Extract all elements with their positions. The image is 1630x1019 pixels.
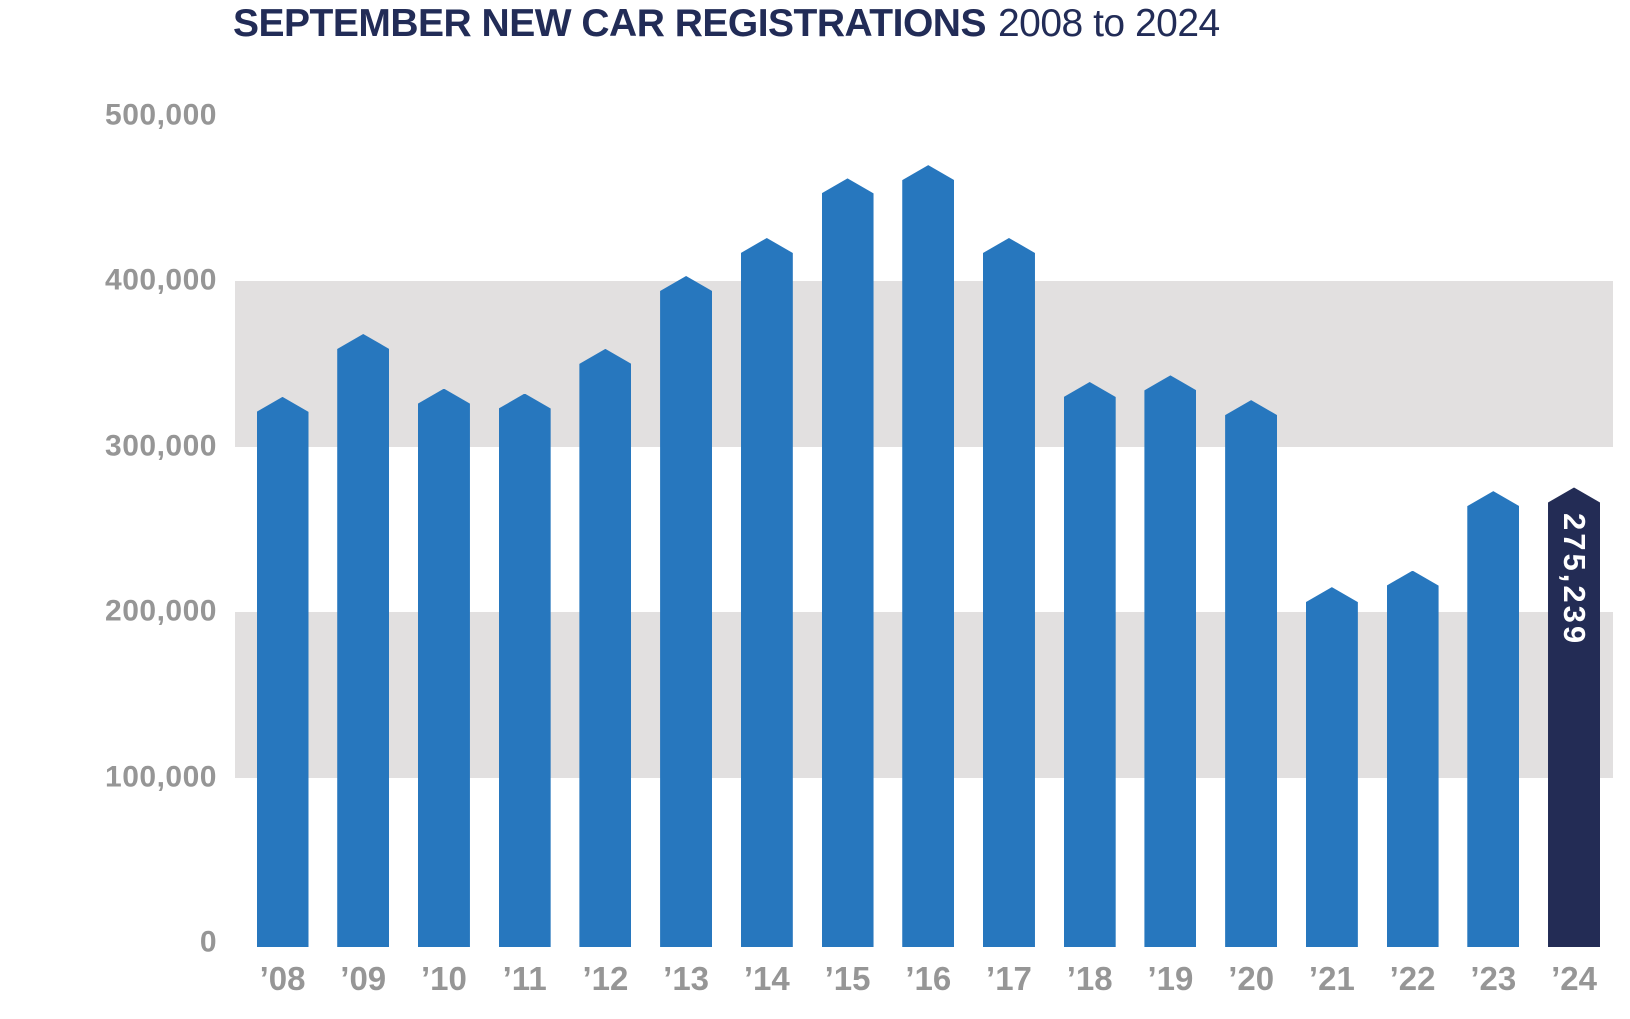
bar-2024-highlight: 275,239: [1548, 487, 1601, 947]
bar-18: [1063, 381, 1116, 947]
x-tick-label-19: ’19: [1147, 960, 1194, 997]
bar-14: [740, 237, 793, 947]
bar-12: [579, 348, 632, 947]
x-tick-label-08: ’08: [259, 960, 306, 997]
chart-title-main: SEPTEMBER NEW CAR REGISTRATIONS: [233, 2, 986, 45]
bar-13: [660, 276, 713, 947]
bar-09: [337, 333, 390, 947]
chart-title-suffix: 2008 to 2024: [997, 2, 1220, 45]
x-tick-label-13: ’13: [663, 960, 710, 997]
bar-11: [498, 393, 551, 947]
x-tick-label-21: ’21: [1308, 960, 1355, 997]
bar-16: [902, 165, 955, 947]
bar-21: [1305, 587, 1358, 947]
bar-23: [1467, 491, 1520, 947]
x-tick-label-20: ’20: [1228, 960, 1275, 997]
x-tick-label-24: ’24: [1551, 960, 1597, 997]
y-tick-label-300000: 300,000: [105, 428, 217, 462]
x-tick-label-23: ’23: [1470, 960, 1517, 997]
y-tick-label-200000: 200,000: [105, 594, 217, 628]
x-tick-label-15: ’15: [824, 960, 871, 997]
y-tick-label-100000: 100,000: [105, 759, 217, 793]
x-tick-label-11: ’11: [502, 960, 547, 997]
chart-title: SEPTEMBER NEW CAR REGISTRATIONS 2008 to 2…: [233, 2, 1220, 46]
x-tick-label-16: ’16: [905, 960, 952, 997]
bar-19: [1144, 375, 1197, 947]
bar-17: [982, 237, 1035, 947]
bar-20: [1225, 400, 1278, 947]
x-tick-label-09: ’09: [340, 960, 387, 997]
bar-10: [417, 388, 470, 947]
y-tick-label-500000: 500,000: [105, 97, 217, 131]
bar-value-label: 275,239: [1557, 513, 1593, 647]
bar-08: [256, 396, 309, 947]
bar-15: [821, 178, 874, 947]
bar-22: [1386, 570, 1439, 947]
x-tick-label-12: ’12: [582, 960, 629, 997]
x-tick-label-18: ’18: [1066, 960, 1113, 997]
x-tick-label-14: ’14: [743, 960, 790, 997]
y-tick-label-0: 0: [199, 925, 217, 959]
x-tick-label-17: ’17: [986, 960, 1032, 997]
x-tick-label-10: ’10: [421, 960, 467, 997]
x-tick-label-22: ’22: [1389, 960, 1436, 997]
y-tick-label-400000: 400,000: [105, 263, 217, 297]
